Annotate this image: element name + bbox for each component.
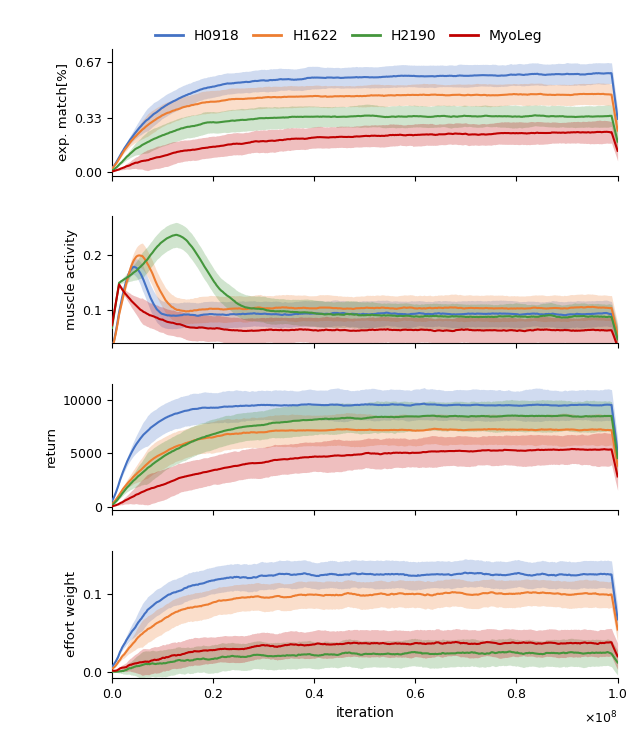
Y-axis label: effort weight: effort weight xyxy=(65,571,78,658)
Legend: H0918, H1622, H2190, MyoLeg: H0918, H1622, H2190, MyoLeg xyxy=(149,23,548,49)
Y-axis label: return: return xyxy=(45,426,58,467)
Text: $\times10^8$: $\times10^8$ xyxy=(584,709,618,727)
X-axis label: iteration: iteration xyxy=(335,706,394,720)
Y-axis label: muscle activity: muscle activity xyxy=(65,229,78,330)
Y-axis label: exp. match[%]: exp. match[%] xyxy=(57,63,70,161)
